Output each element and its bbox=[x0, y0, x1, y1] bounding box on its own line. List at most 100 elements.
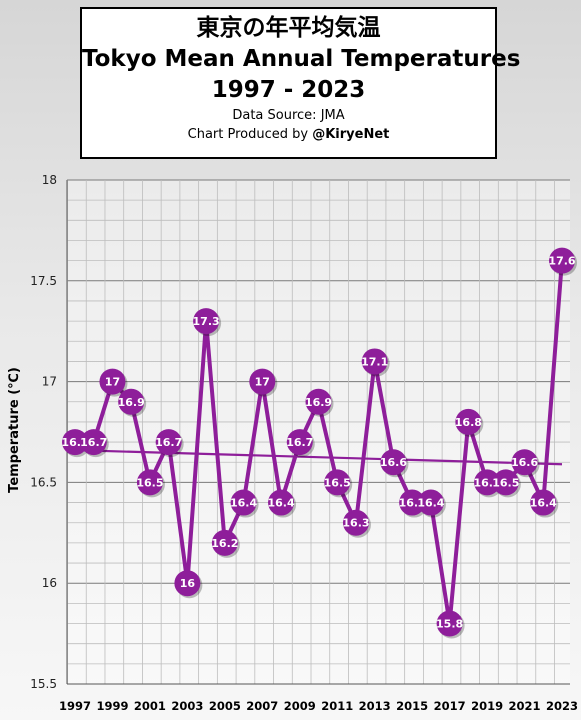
data-point: 15.8 bbox=[436, 610, 465, 639]
data-point: 16.5 bbox=[136, 469, 165, 498]
data-label: 17.3 bbox=[193, 315, 220, 328]
data-label: 16.4 bbox=[267, 497, 294, 510]
data-point-marker bbox=[80, 429, 107, 456]
grid-lines bbox=[67, 179, 570, 685]
y-tick-label: 15.5 bbox=[30, 677, 57, 691]
x-tick-label: 1999 bbox=[96, 699, 128, 713]
data-point-marker bbox=[230, 489, 257, 516]
chart-year-range: 1997 - 2023 bbox=[211, 77, 366, 103]
y-tick-label: 18 bbox=[42, 173, 57, 187]
data-label: 16.9 bbox=[305, 396, 332, 409]
x-tick-label: 2019 bbox=[471, 699, 503, 713]
data-point-marker bbox=[118, 388, 145, 415]
data-point-marker bbox=[174, 570, 201, 597]
data-label: 16.7 bbox=[80, 436, 107, 449]
data-point-marker bbox=[492, 469, 519, 496]
x-tick-label: 2013 bbox=[359, 699, 391, 713]
data-label: 16.7 bbox=[286, 436, 313, 449]
data-point: 16.8 bbox=[455, 408, 484, 437]
x-tick-labels: 1997 1999 2001 2003 2005 2007 2009 2011 2013 2015… bbox=[59, 699, 578, 713]
data-label: 16.4 bbox=[230, 497, 257, 510]
x-tick-label: 2001 bbox=[134, 699, 166, 713]
data-point-marker bbox=[549, 247, 575, 274]
data-label: 17.1 bbox=[361, 355, 388, 368]
data-point-marker bbox=[305, 388, 332, 415]
data-label: 16.5 bbox=[136, 476, 163, 489]
data-label: 17 bbox=[255, 376, 270, 389]
x-tick-label: 2023 bbox=[546, 699, 578, 713]
data-point-marker bbox=[530, 489, 557, 516]
data-point-marker bbox=[324, 469, 351, 496]
data-label: 16.5 bbox=[324, 476, 351, 489]
x-tick-label: 2007 bbox=[246, 699, 278, 713]
data-point-marker bbox=[155, 429, 182, 456]
data-points: 16.7 16.7 17 16.9 16.5 16.7 16 17.3 16.2 16.4 17 16… bbox=[61, 247, 577, 639]
data-label: 15.8 bbox=[436, 618, 463, 631]
chart-title-japanese: 東京の年平均気温 bbox=[196, 15, 381, 41]
y-tick-label: 16 bbox=[42, 576, 57, 590]
plot-area bbox=[67, 180, 570, 684]
data-point-marker bbox=[380, 449, 407, 476]
x-tick-label: 2017 bbox=[434, 699, 466, 713]
chart-title: Tokyo Mean Annual Temperatures bbox=[82, 46, 521, 72]
data-point: 16.5 bbox=[324, 469, 353, 498]
data-point-marker bbox=[455, 408, 482, 435]
data-label: 16.4 bbox=[417, 497, 444, 510]
data-point-marker bbox=[417, 489, 444, 516]
data-label: 16.6 bbox=[380, 456, 407, 469]
data-label: 17.6 bbox=[548, 255, 575, 268]
data-label: 16.4 bbox=[530, 497, 557, 510]
data-point: 16.7 bbox=[155, 429, 184, 458]
data-point-marker bbox=[99, 368, 126, 395]
data-point-marker bbox=[436, 610, 463, 637]
data-point-marker bbox=[193, 308, 220, 335]
data-point: 16.7 bbox=[286, 429, 315, 458]
data-point-marker bbox=[268, 489, 295, 516]
data-point-marker bbox=[62, 429, 88, 456]
data-point-marker bbox=[249, 368, 276, 395]
data-source: Data Source: JMA bbox=[232, 108, 345, 123]
x-tick-label: 2005 bbox=[209, 699, 241, 713]
data-point: 17 bbox=[99, 368, 128, 397]
data-label: 16.2 bbox=[211, 537, 238, 550]
x-tick-label: 2011 bbox=[321, 699, 353, 713]
data-point: 17 bbox=[249, 368, 278, 397]
title-box: 東京の年平均気温 Tokyo Mean Annual Temperatures … bbox=[80, 7, 521, 159]
data-point-marker bbox=[511, 449, 538, 476]
data-point: 17.3 bbox=[193, 308, 222, 337]
data-point: 16.5 bbox=[492, 469, 521, 498]
x-tick-label: 2021 bbox=[509, 699, 541, 713]
data-point: 17.6 bbox=[548, 247, 577, 276]
credit-prefix: Chart Produced by bbox=[187, 127, 313, 142]
data-point: 16.9 bbox=[118, 388, 147, 417]
data-point: 16.7 bbox=[80, 429, 109, 458]
data-point: 17.1 bbox=[361, 348, 390, 377]
data-point: 16.4 bbox=[417, 489, 446, 518]
data-point: 16.6 bbox=[511, 449, 540, 478]
chart-credit: Chart Produced by @KiryeNet bbox=[82, 125, 495, 144]
data-point-marker bbox=[211, 529, 238, 556]
data-point-marker bbox=[474, 469, 501, 496]
data-point: 16.4 bbox=[267, 489, 297, 518]
data-point: 16.3 bbox=[342, 509, 371, 538]
data-point-marker bbox=[361, 348, 388, 375]
data-label: 16.6 bbox=[511, 456, 538, 469]
data-point: 16.4 bbox=[530, 489, 559, 518]
data-point: 16.9 bbox=[305, 388, 334, 417]
data-point-marker bbox=[342, 509, 369, 536]
data-label: 16.5 bbox=[492, 476, 519, 489]
data-label: 16 bbox=[180, 577, 196, 590]
data-label: 16.7 bbox=[155, 436, 182, 449]
y-tick-label: 16.5 bbox=[30, 475, 57, 489]
y-tick-label: 17.5 bbox=[30, 274, 57, 288]
data-point: 16.4 bbox=[230, 489, 259, 518]
data-label: 16.3 bbox=[342, 517, 369, 530]
y-tick-label: 17 bbox=[42, 375, 57, 389]
data-point-marker bbox=[286, 429, 313, 456]
y-axis-label: Temperature (℃) bbox=[7, 367, 22, 493]
data-label: 16.9 bbox=[118, 396, 145, 409]
data-label: 17 bbox=[105, 376, 120, 389]
data-label: 16.8 bbox=[455, 416, 482, 429]
data-point: 16.2 bbox=[211, 529, 240, 558]
